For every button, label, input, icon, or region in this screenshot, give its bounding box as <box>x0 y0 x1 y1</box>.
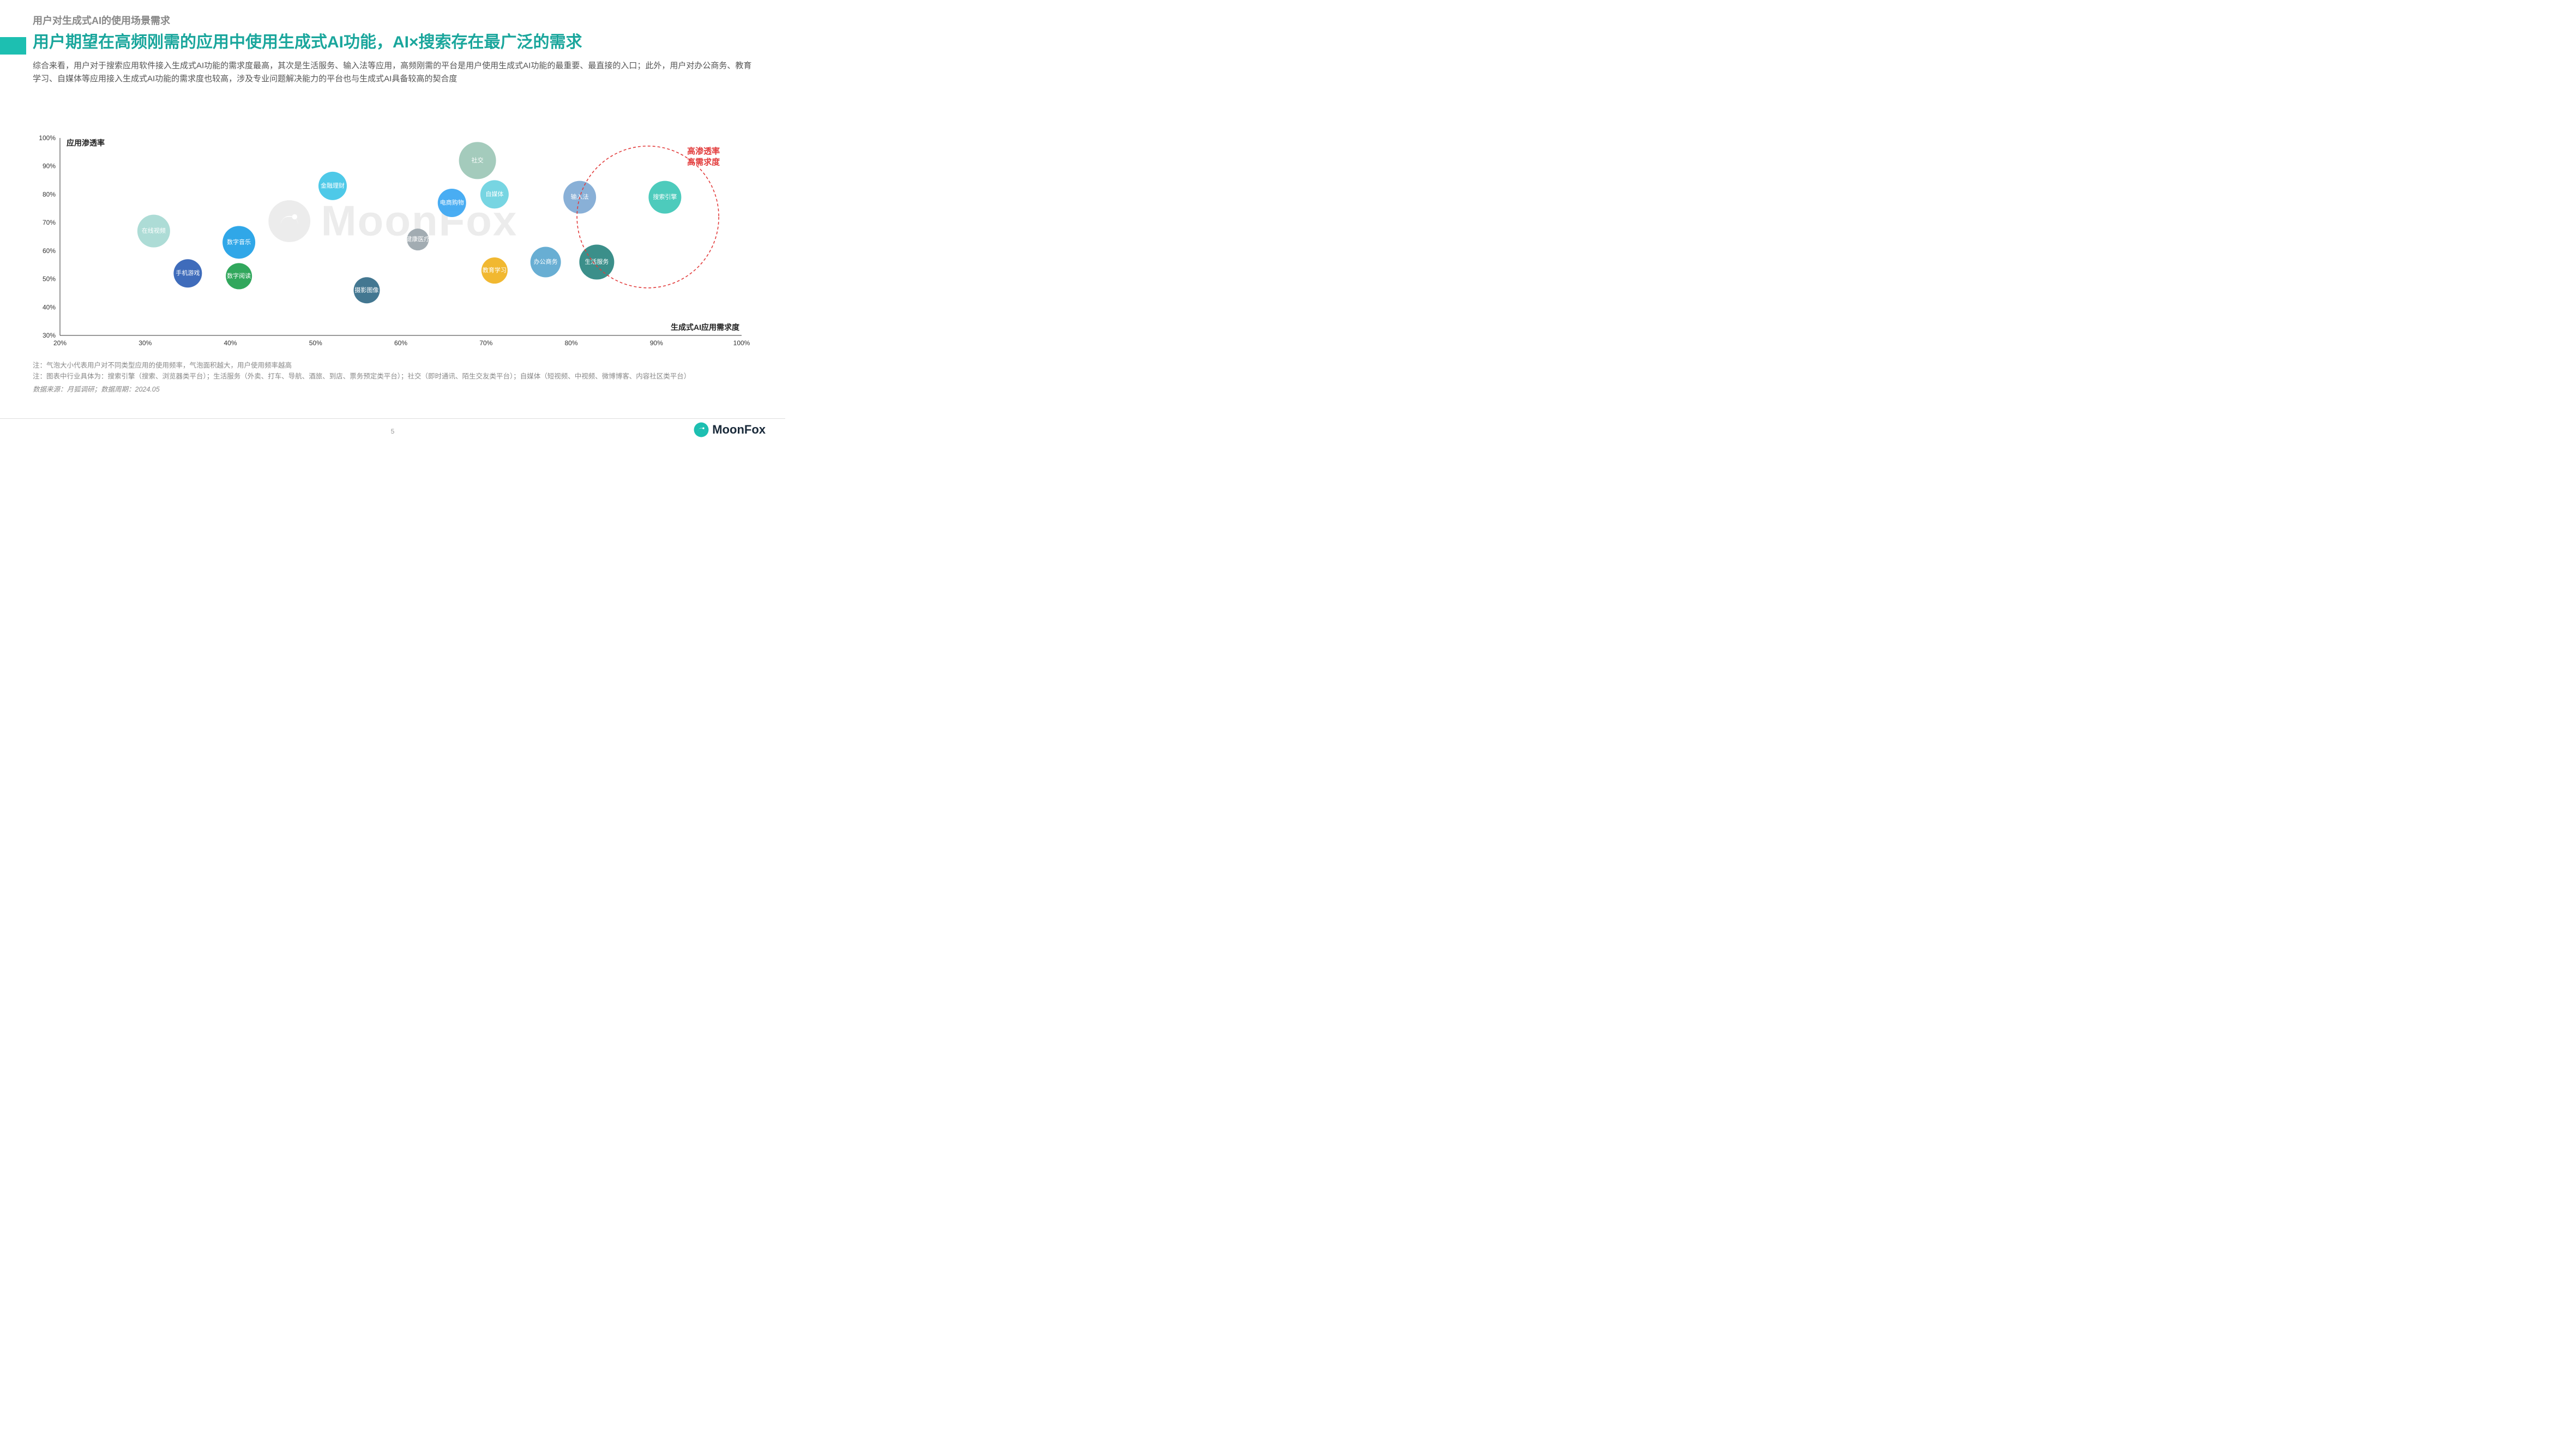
svg-text:50%: 50% <box>309 339 322 347</box>
svg-text:60%: 60% <box>43 247 56 255</box>
svg-text:100%: 100% <box>733 339 750 347</box>
bubble-label: 手机游戏 <box>176 269 200 277</box>
brand-name: MoonFox <box>712 423 766 437</box>
accent-bar <box>0 37 26 55</box>
brand-logo: MoonFox <box>694 422 766 437</box>
footer-divider <box>0 418 785 419</box>
bubble-label: 搜索引擎 <box>653 193 677 201</box>
svg-text:70%: 70% <box>479 339 492 347</box>
header-block: 用户对生成式AI的使用场景需求 用户期望在高频刚需的应用中使用生成式AI功能，A… <box>33 13 753 86</box>
page-number: 5 <box>0 428 785 435</box>
bubble-label: 健康医疗 <box>406 235 430 243</box>
svg-text:40%: 40% <box>224 339 237 347</box>
bubble-label: 自媒体 <box>485 190 503 197</box>
bubble-label: 电商购物 <box>440 199 464 206</box>
callout-text-1: 高渗透率 <box>687 146 720 156</box>
bubble-label: 数字阅读 <box>227 272 251 279</box>
bubble-label: 数字音乐 <box>227 238 251 245</box>
svg-text:70%: 70% <box>43 219 56 226</box>
svg-text:80%: 80% <box>43 190 56 198</box>
svg-text:20%: 20% <box>53 339 67 347</box>
footnotes: 注：气泡大小代表用户对不同类型应用的使用频率，气泡面积越大，用户使用频率越高 注… <box>33 360 753 395</box>
callout-text-2: 高需求度 <box>687 157 720 167</box>
page-title: 用户期望在高频刚需的应用中使用生成式AI功能，AI×搜索存在最广泛的需求 <box>33 32 753 53</box>
page-subtitle: 综合来看，用户对于搜索应用软件接入生成式AI功能的需求度最高，其次是生活服务、输… <box>33 59 753 86</box>
svg-text:30%: 30% <box>43 332 56 339</box>
bubble-label: 金融理财 <box>321 182 345 189</box>
svg-text:100%: 100% <box>39 134 56 142</box>
svg-text:30%: 30% <box>139 339 152 347</box>
svg-text:80%: 80% <box>564 339 577 347</box>
bubble-label: 在线视频 <box>142 227 166 235</box>
bubble-label: 教育学习 <box>483 266 507 274</box>
bubble-label: 办公商务 <box>534 258 558 266</box>
svg-text:60%: 60% <box>394 339 407 347</box>
svg-text:50%: 50% <box>43 275 56 283</box>
bubble-chart: 30%40%50%60%70%80%90%100%20%30%40%50%60%… <box>38 134 753 352</box>
svg-text:90%: 90% <box>43 163 56 170</box>
bubble-label: 生活服务 <box>585 258 609 266</box>
chart-svg: 30%40%50%60%70%80%90%100%20%30%40%50%60%… <box>38 134 753 352</box>
bubble-label: 摄影图像 <box>355 286 379 293</box>
note-1: 注：气泡大小代表用户对不同类型应用的使用频率，气泡面积越大，用户使用频率越高 <box>33 360 753 371</box>
note-2: 注：图表中行业具体为：搜索引擎（搜索、浏览器类平台）；生活服务（外卖、打车、导航… <box>33 371 753 382</box>
eyebrow: 用户对生成式AI的使用场景需求 <box>33 13 753 27</box>
svg-text:90%: 90% <box>650 339 663 347</box>
x-axis-label: 生成式AI应用需求度 <box>671 323 740 332</box>
svg-text:40%: 40% <box>43 303 56 311</box>
moonfox-icon <box>694 422 709 437</box>
y-axis-label: 应用渗透率 <box>67 139 105 147</box>
data-source: 数据来源：月狐调研；数据周期：2024.05 <box>33 384 753 395</box>
bubble-label: 社交 <box>472 156 484 164</box>
